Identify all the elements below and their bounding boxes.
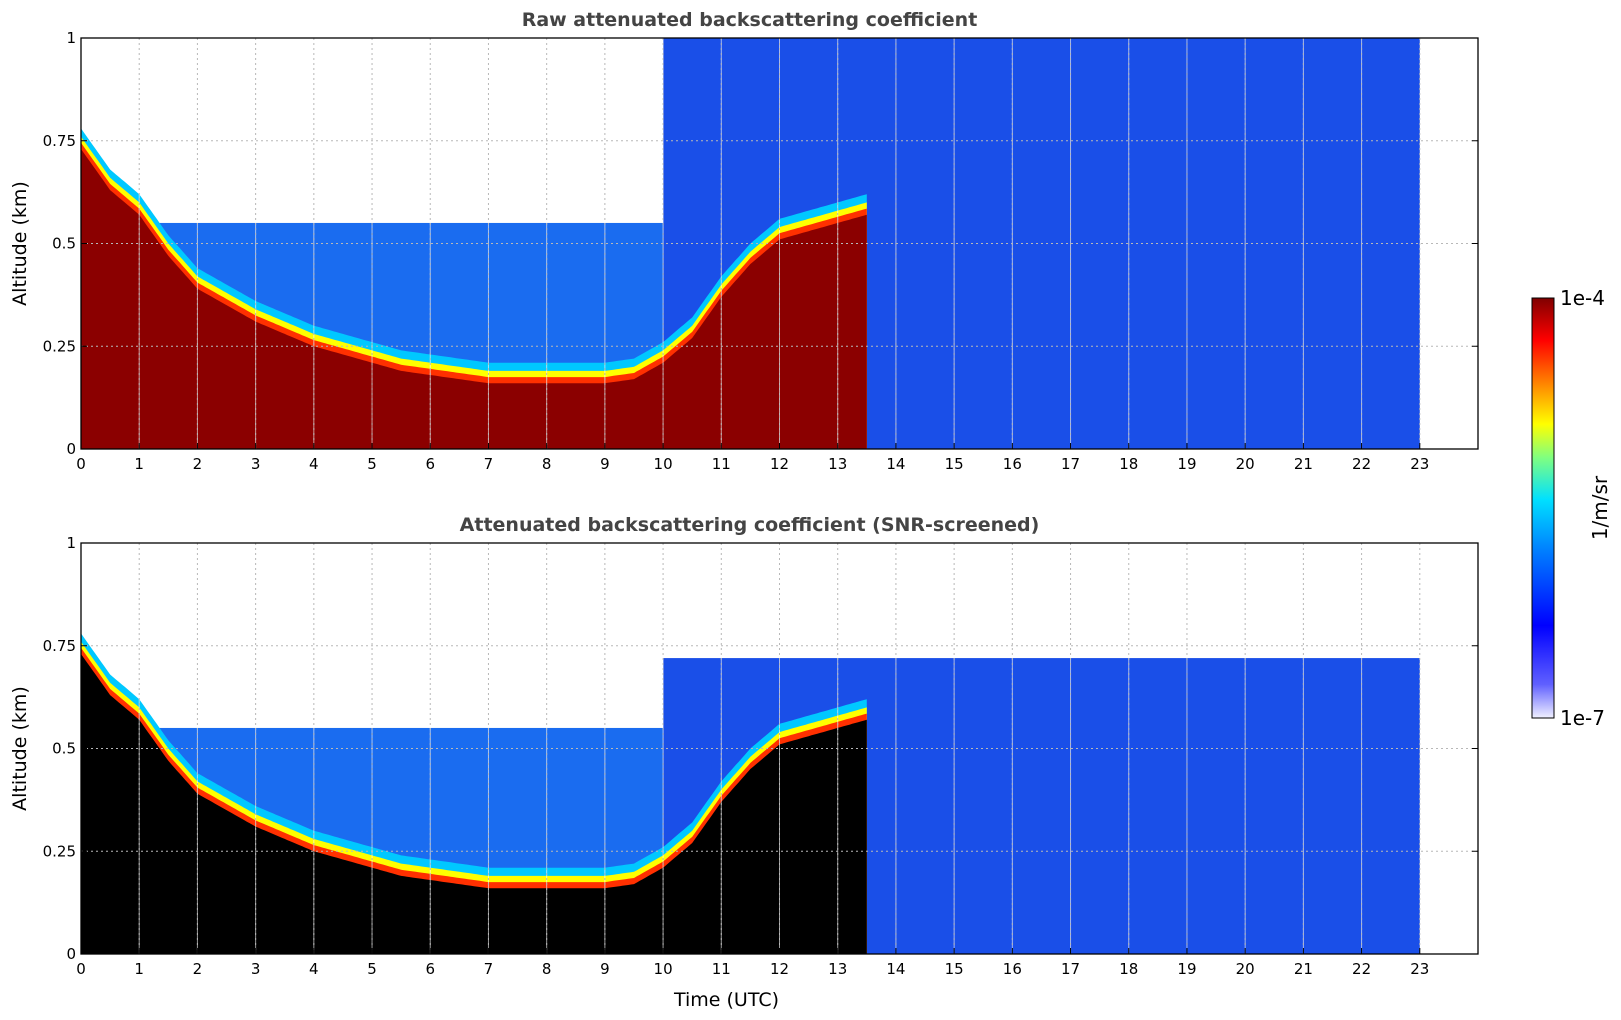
x-tick-label: 9 bbox=[600, 455, 610, 473]
x-tick-label: 0 bbox=[76, 455, 86, 473]
y-tick-label: 0.5 bbox=[52, 740, 76, 758]
x-tick-label: 10 bbox=[654, 960, 673, 978]
x-tick-label: 1 bbox=[134, 455, 144, 473]
y-tick-label: 0 bbox=[66, 440, 76, 458]
x-tick-label: 11 bbox=[712, 960, 731, 978]
y-tick-label: 0.75 bbox=[43, 132, 76, 150]
top-panel: 0 1 2 3 4 5 6 7 8 9 10 11 12 13 14 15 16 17 18 19 20 21 22 2300… bbox=[9, 9, 1479, 473]
y-axis-label: Altitude (km) bbox=[9, 686, 31, 811]
bottom-panel: 0 1 2 3 4 5 6 7 8 9 10 11 12 13 14 15 16 17 18 19 20 21 22 2300… bbox=[9, 514, 1479, 1011]
x-tick-label: 19 bbox=[1177, 455, 1196, 473]
colorbar: 1e-4 1e-7 1/m/sr bbox=[1531, 286, 1612, 730]
x-tick-label: 18 bbox=[1119, 455, 1138, 473]
x-tick-label: 17 bbox=[1061, 455, 1080, 473]
x-tick-label: 13 bbox=[828, 960, 847, 978]
y-tick-label: 0.75 bbox=[43, 637, 76, 655]
x-tick-label: 18 bbox=[1119, 960, 1138, 978]
x-tick-label: 6 bbox=[425, 455, 435, 473]
y-axis-label: Altitude (km) bbox=[9, 181, 31, 306]
x-tick-label: 8 bbox=[542, 455, 552, 473]
colorbar-max-label: 1e-4 bbox=[1560, 286, 1605, 310]
x-tick-label: 13 bbox=[828, 455, 847, 473]
x-tick-label: 2 bbox=[193, 960, 203, 978]
x-tick-label: 9 bbox=[600, 960, 610, 978]
x-tick-label: 4 bbox=[309, 455, 319, 473]
x-tick-label: 16 bbox=[1003, 960, 1022, 978]
x-tick-label: 7 bbox=[484, 960, 494, 978]
x-tick-label: 10 bbox=[654, 455, 673, 473]
x-tick-label: 11 bbox=[712, 455, 731, 473]
x-tick-label: 12 bbox=[770, 455, 789, 473]
x-tick-label: 22 bbox=[1352, 960, 1371, 978]
x-tick-label: 4 bbox=[309, 960, 319, 978]
chart-title: Raw attenuated backscattering coefficien… bbox=[522, 9, 978, 31]
y-tick-label: 1 bbox=[66, 534, 76, 552]
x-tick-label: 8 bbox=[542, 960, 552, 978]
x-tick-label: 23 bbox=[1410, 960, 1429, 978]
x-tick-label: 2 bbox=[193, 455, 203, 473]
y-tick-label: 0.25 bbox=[43, 337, 76, 355]
x-tick-label: 15 bbox=[945, 455, 964, 473]
layer-core bbox=[81, 149, 867, 449]
x-tick-label: 5 bbox=[367, 960, 377, 978]
x-tick-label: 1 bbox=[134, 960, 144, 978]
colorbar-unit-label: 1/m/sr bbox=[1588, 475, 1612, 540]
x-tick-label: 3 bbox=[251, 455, 261, 473]
colorbar-min-label: 1e-7 bbox=[1560, 706, 1605, 730]
x-tick-label: 20 bbox=[1236, 455, 1255, 473]
heatmap-field bbox=[81, 543, 1420, 954]
x-tick-label: 12 bbox=[770, 960, 789, 978]
y-tick-label: 0.25 bbox=[43, 842, 76, 860]
x-tick-label: 20 bbox=[1236, 960, 1255, 978]
x-tick-label: 0 bbox=[76, 960, 86, 978]
y-tick-label: 1 bbox=[66, 29, 76, 47]
chart-title: Attenuated backscattering coefficient (S… bbox=[460, 514, 1040, 536]
x-tick-label: 14 bbox=[886, 455, 905, 473]
x-tick-label: 19 bbox=[1177, 960, 1196, 978]
grid bbox=[81, 38, 1478, 449]
x-tick-label: 6 bbox=[425, 960, 435, 978]
x-tick-label: 16 bbox=[1003, 455, 1022, 473]
x-tick-label: 3 bbox=[251, 960, 261, 978]
x-tick-label: 22 bbox=[1352, 455, 1371, 473]
x-tick-label: 7 bbox=[484, 455, 494, 473]
x-tick-label: 21 bbox=[1294, 960, 1313, 978]
grid bbox=[81, 543, 1478, 954]
layer-core bbox=[81, 654, 867, 954]
colorbar-gradient bbox=[1531, 297, 1555, 719]
x-tick-label: 21 bbox=[1294, 455, 1313, 473]
y-tick-label: 0.5 bbox=[52, 235, 76, 253]
x-tick-label: 15 bbox=[945, 960, 964, 978]
x-tick-label: 14 bbox=[886, 960, 905, 978]
y-tick-label: 0 bbox=[66, 945, 76, 963]
x-tick-label: 17 bbox=[1061, 960, 1080, 978]
x-tick-label: 5 bbox=[367, 455, 377, 473]
x-tick-label: 23 bbox=[1410, 455, 1429, 473]
x-axis-label: Time (UTC) bbox=[673, 989, 779, 1011]
